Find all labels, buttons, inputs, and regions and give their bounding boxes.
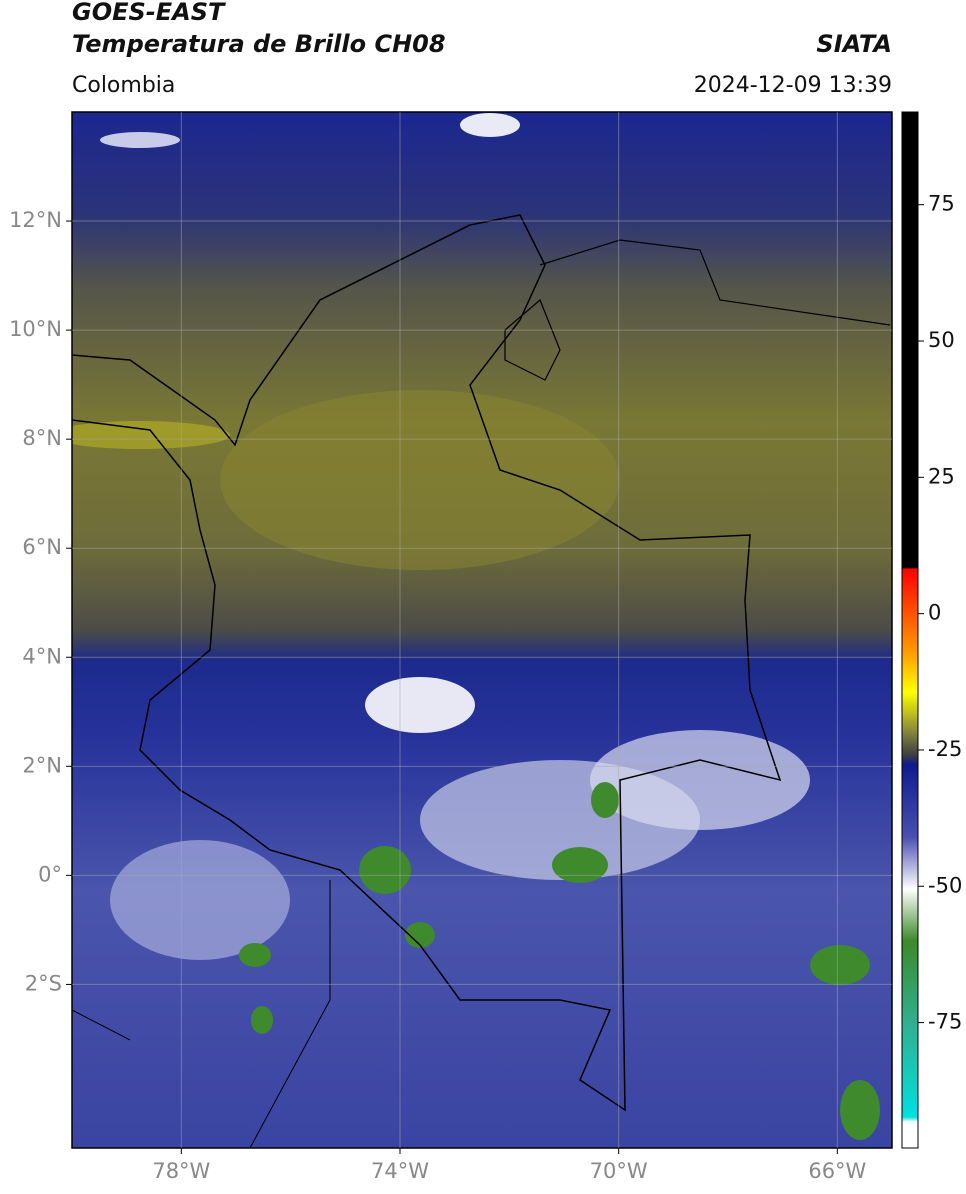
y-tick-label: 12°N	[9, 208, 62, 232]
satellite-image	[72, 112, 892, 1148]
datetime: 2024-12-09 13:39	[694, 73, 892, 98]
y-tick-label: 0°	[38, 862, 62, 886]
y-tick-label: 4°N	[22, 644, 62, 668]
map-frame	[71, 111, 893, 1149]
colorbar-tick-label: 25	[928, 464, 955, 488]
y-tick-label: 2°N	[22, 753, 62, 777]
x-tick-label: 78°W	[152, 1159, 210, 1183]
y-tick-label: 2°S	[25, 971, 62, 995]
title: GOES-EAST	[72, 0, 226, 26]
colorbar	[901, 111, 919, 1149]
y-tick-label: 10°N	[9, 317, 62, 341]
y-tick-label: 6°N	[22, 535, 62, 559]
x-tick-label: 70°W	[590, 1159, 648, 1183]
colorbar-tick-label: -25	[928, 737, 962, 761]
source: SIATA	[816, 30, 892, 58]
colorbar-tick-label: 0	[928, 601, 941, 625]
y-tick-label: 8°N	[22, 426, 62, 450]
x-tick-label: 66°W	[808, 1159, 866, 1183]
colorbar-tick-label: 75	[928, 192, 955, 216]
colorbar-tick-label: -75	[928, 1010, 962, 1034]
colorbar-tick-label: -50	[928, 873, 962, 897]
region: Colombia	[72, 73, 175, 98]
x-tick-label: 74°W	[371, 1159, 429, 1183]
colorbar-tick-label: 50	[928, 328, 955, 352]
subtitle: Temperatura de Brillo CH08	[72, 30, 446, 58]
